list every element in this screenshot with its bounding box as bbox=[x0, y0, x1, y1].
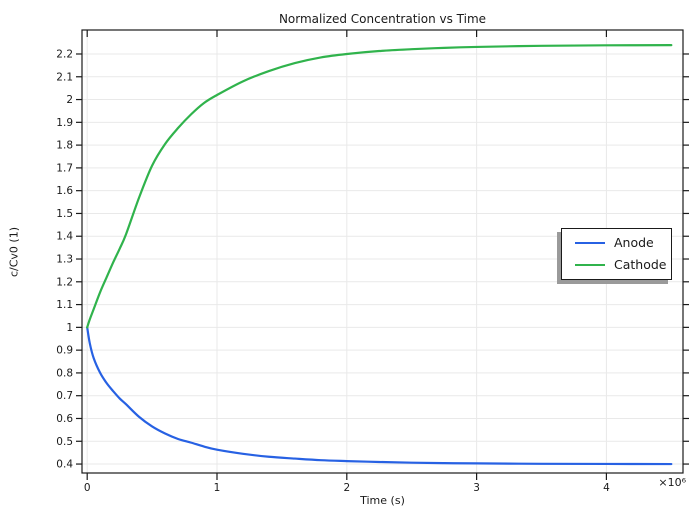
svg-text:0: 0 bbox=[84, 482, 91, 494]
svg-text:1.4: 1.4 bbox=[56, 231, 73, 243]
svg-text:2.2: 2.2 bbox=[56, 48, 73, 60]
legend-label-anode: Anode bbox=[614, 235, 654, 251]
svg-text:1.3: 1.3 bbox=[56, 254, 73, 266]
svg-text:0.6: 0.6 bbox=[56, 413, 73, 425]
svg-text:2.1: 2.1 bbox=[56, 71, 73, 83]
y-axis-label: c/Cv0 (1) bbox=[7, 226, 21, 278]
x-axis-multiplier: ×10⁶ bbox=[658, 476, 686, 489]
svg-text:1.6: 1.6 bbox=[56, 185, 73, 197]
svg-text:1: 1 bbox=[66, 322, 73, 334]
svg-text:4: 4 bbox=[603, 482, 610, 494]
svg-text:2: 2 bbox=[66, 94, 73, 106]
legend-label-cathode: Cathode bbox=[614, 256, 667, 272]
legend-item-anode: Anode bbox=[575, 234, 671, 252]
svg-text:1.8: 1.8 bbox=[56, 140, 73, 152]
legend: Anode Cathode bbox=[561, 228, 672, 280]
svg-text:3: 3 bbox=[473, 482, 480, 494]
svg-text:1.1: 1.1 bbox=[56, 299, 73, 311]
svg-text:2: 2 bbox=[343, 482, 350, 494]
svg-text:0.5: 0.5 bbox=[56, 436, 73, 448]
svg-text:1: 1 bbox=[214, 482, 221, 494]
svg-text:0.4: 0.4 bbox=[56, 459, 73, 471]
svg-text:0.7: 0.7 bbox=[56, 390, 73, 402]
svg-text:1.7: 1.7 bbox=[56, 162, 73, 174]
chart-title: Normalized Concentration vs Time bbox=[278, 12, 487, 26]
anode-line-swatch bbox=[575, 242, 605, 245]
svg-text:1.2: 1.2 bbox=[56, 276, 73, 288]
svg-text:0.8: 0.8 bbox=[56, 367, 73, 379]
legend-item-cathode: Cathode bbox=[575, 256, 671, 274]
svg-text:1.5: 1.5 bbox=[56, 208, 73, 220]
svg-text:0.9: 0.9 bbox=[56, 345, 73, 357]
x-axis-label: Time (s) bbox=[360, 494, 405, 507]
svg-text:1.9: 1.9 bbox=[56, 117, 73, 129]
cathode-line-swatch bbox=[575, 263, 605, 266]
